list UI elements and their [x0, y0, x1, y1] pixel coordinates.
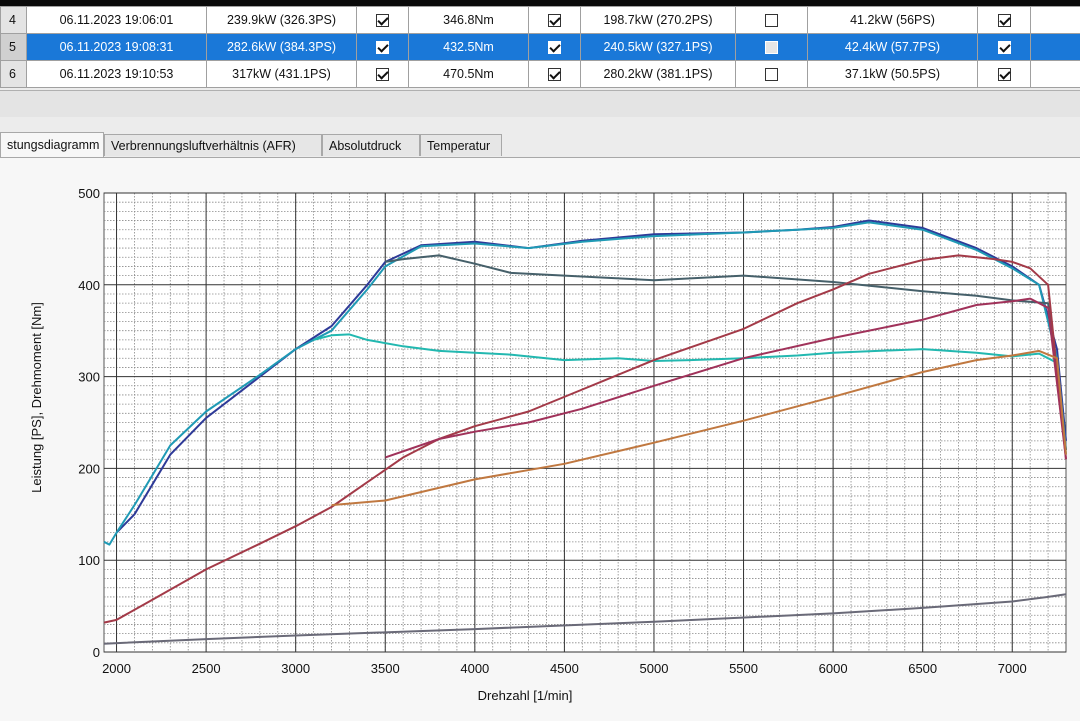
table-empty-area: [0, 90, 1080, 117]
y-tick-label: 400: [78, 278, 100, 293]
wheel-check-cell: [736, 7, 808, 34]
x-tick-label: 4000: [460, 661, 489, 676]
loss-check-cell: [978, 7, 1031, 34]
torque-checkbox[interactable]: [548, 68, 561, 81]
date-cell: 06.11.2023 19:06:01: [27, 7, 207, 34]
y-tick-label: 0: [93, 645, 100, 660]
x-tick-label: 3500: [371, 661, 400, 676]
power-cell: 239.9kW (326.3PS): [207, 7, 357, 34]
power-cell: 317kW (431.1PS): [207, 61, 357, 88]
loss-power-cell: 37.1kW (50.5PS): [808, 61, 978, 88]
wheel-power-cell: 280.2kW (381.1PS): [581, 61, 736, 88]
loss-check-cell: [978, 61, 1031, 88]
x-axis-label: Drehzahl [1/min]: [478, 688, 573, 703]
power-check-cell: [357, 7, 409, 34]
row-index: 5: [1, 34, 27, 61]
tab-temperatur[interactable]: Temperatur: [420, 134, 502, 156]
row-end-cell: [1031, 34, 1080, 61]
wheel-power-cell: 198.7kW (270.2PS): [581, 7, 736, 34]
tab-leistungsdiagramm[interactable]: stungsdiagramm: [0, 132, 104, 157]
row-end-cell: [1031, 7, 1080, 34]
torque-check-cell: [529, 7, 581, 34]
x-tick-label: 5500: [729, 661, 758, 676]
y-tick-label: 300: [78, 370, 100, 385]
y-tick-label: 200: [78, 461, 100, 476]
wheel-checkbox[interactable]: [765, 68, 778, 81]
loss-checkbox[interactable]: [998, 41, 1011, 54]
row-index: 6: [1, 61, 27, 88]
torque-check-cell: [529, 34, 581, 61]
wheel-checkbox[interactable]: [765, 41, 778, 54]
loss-power-cell: 42.4kW (57.7PS): [808, 34, 978, 61]
x-tick-label: 5000: [640, 661, 669, 676]
power-checkbox[interactable]: [376, 68, 389, 81]
x-tick-label: 2000: [102, 661, 131, 676]
torque-cell: 432.5Nm: [409, 34, 529, 61]
power-check-cell: [357, 34, 409, 61]
x-tick-label: 6000: [819, 661, 848, 676]
loss-power-cell: 41.2kW (56PS): [808, 7, 978, 34]
y-tick-label: 100: [78, 553, 100, 568]
x-tick-label: 2500: [192, 661, 221, 676]
x-tick-label: 4500: [550, 661, 579, 676]
loss-check-cell: [978, 34, 1031, 61]
torque-check-cell: [529, 61, 581, 88]
tab-absolutdruck[interactable]: Absolutdruck: [322, 134, 420, 156]
power-checkbox[interactable]: [376, 14, 389, 27]
power-checkbox[interactable]: [376, 41, 389, 54]
torque-cell: 470.5Nm: [409, 61, 529, 88]
loss-checkbox[interactable]: [998, 14, 1011, 27]
x-tick-label: 3000: [281, 661, 310, 676]
wheel-check-cell: [736, 61, 808, 88]
x-tick-label: 7000: [998, 661, 1027, 676]
tab-afr[interactable]: Verbrennungsluftverhältnis (AFR): [104, 134, 322, 156]
date-cell: 06.11.2023 19:10:53: [27, 61, 207, 88]
date-cell: 06.11.2023 19:08:31: [27, 34, 207, 61]
torque-checkbox[interactable]: [548, 41, 561, 54]
row-index: 4: [1, 7, 27, 34]
wheel-check-cell: [736, 34, 808, 61]
torque-checkbox[interactable]: [548, 14, 561, 27]
loss-checkbox[interactable]: [998, 68, 1011, 81]
wheel-power-cell: 240.5kW (327.1PS): [581, 34, 736, 61]
x-tick-label: 6500: [908, 661, 937, 676]
y-axis-label: Leistung [PS], Drehmoment [Nm]: [29, 302, 44, 493]
power-cell: 282.6kW (384.3PS): [207, 34, 357, 61]
y-tick-label: 500: [78, 186, 100, 201]
power-check-cell: [357, 61, 409, 88]
wheel-checkbox[interactable]: [765, 14, 778, 27]
torque-cell: 346.8Nm: [409, 7, 529, 34]
row-end-cell: [1031, 61, 1080, 88]
